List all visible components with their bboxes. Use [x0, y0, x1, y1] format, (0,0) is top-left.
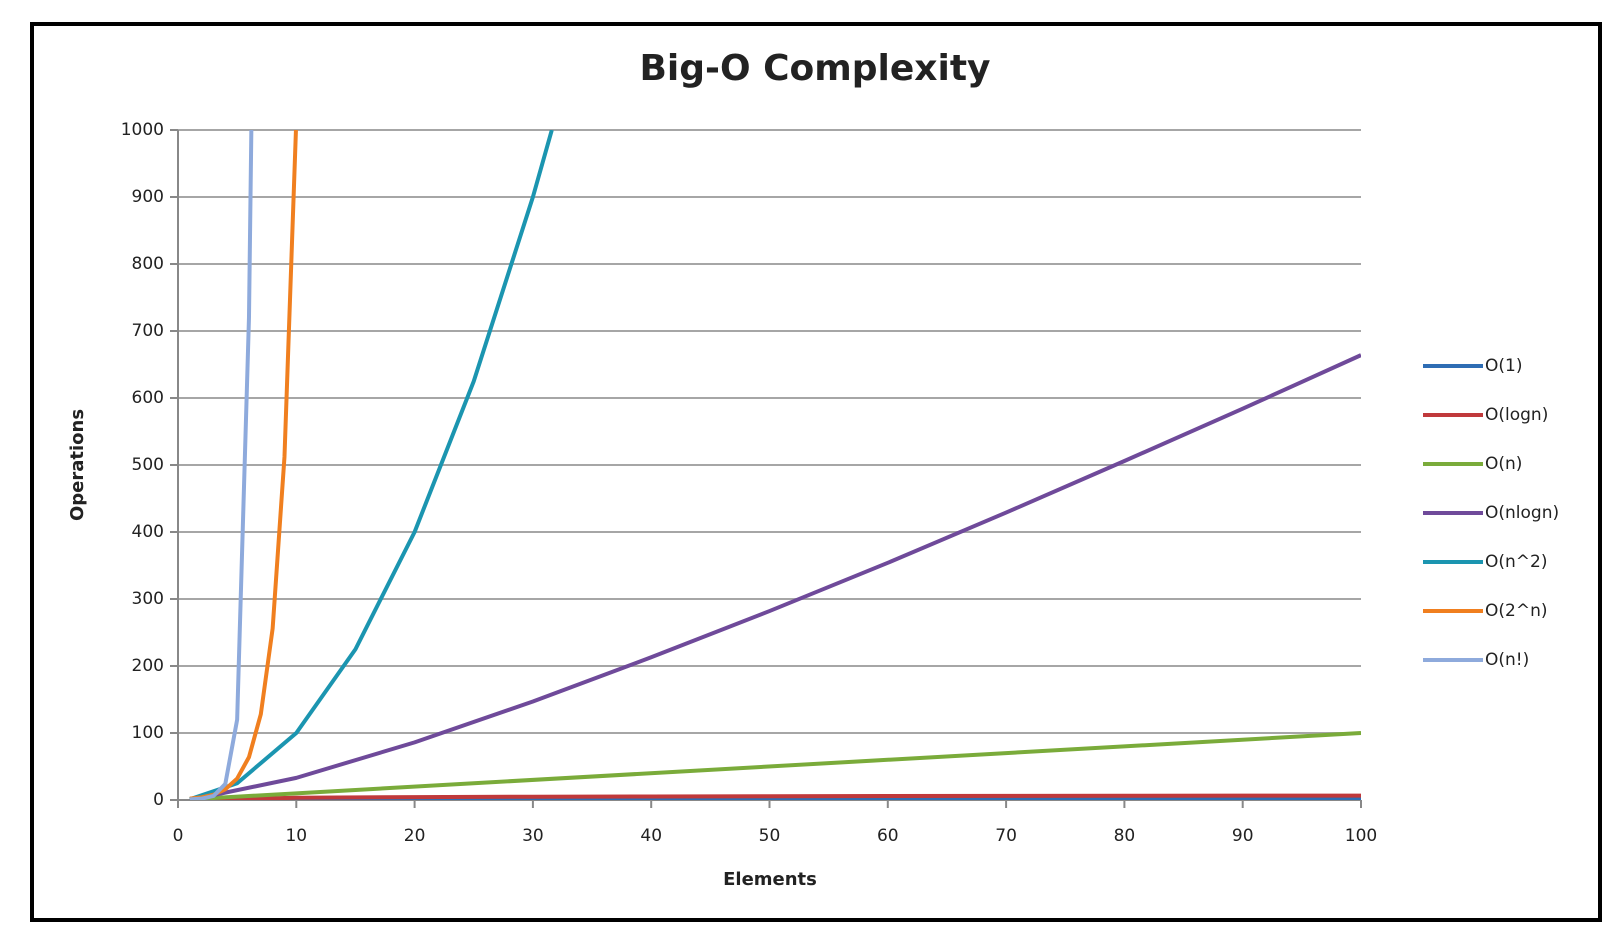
x-tick-label: 100	[1345, 826, 1377, 846]
y-tick-label: 900	[132, 187, 164, 207]
legend-label: O(n)	[1485, 454, 1522, 474]
x-tick-label: 80	[1114, 826, 1136, 846]
y-tick-label: 0	[153, 790, 164, 810]
series-line	[189, 130, 554, 800]
x-tick-label: 10	[285, 826, 307, 846]
y-tick-label: 100	[132, 723, 164, 743]
legend-label: O(1)	[1485, 356, 1522, 376]
y-axis-label: Operations	[67, 409, 88, 521]
x-tick-label: 70	[995, 826, 1017, 846]
y-tick-label: 500	[132, 455, 164, 475]
series-line	[189, 353, 1361, 800]
y-tick-label: 700	[132, 321, 164, 341]
y-tick-label: 600	[132, 388, 164, 408]
legend-label: O(nlogn)	[1485, 503, 1559, 523]
x-tick-label: 40	[640, 826, 662, 846]
x-tick-label: 0	[173, 826, 184, 846]
y-tick-label: 800	[132, 254, 164, 274]
x-tick-label: 20	[404, 826, 426, 846]
legend-label: O(n!)	[1485, 650, 1529, 670]
y-tick-label: 200	[132, 656, 164, 676]
legend-label: O(2^n)	[1485, 601, 1547, 621]
x-axis-label: Elements	[723, 869, 817, 890]
series-line	[189, 130, 254, 800]
x-tick-label: 50	[759, 826, 781, 846]
plot-area	[189, 130, 1361, 800]
y-tick-label: 400	[132, 522, 164, 542]
x-tick-label: 90	[1232, 826, 1254, 846]
y-tick-label: 1000	[121, 120, 164, 140]
x-tick-label: 60	[877, 826, 899, 846]
chart-title: Big-O Complexity	[639, 48, 990, 89]
legend-label: O(logn)	[1485, 405, 1548, 425]
series-line	[189, 731, 1361, 800]
x-tick-label: 30	[522, 826, 544, 846]
series-line	[189, 793, 1361, 800]
y-tick-label: 300	[132, 589, 164, 609]
legend-label: O(n^2)	[1485, 552, 1547, 572]
